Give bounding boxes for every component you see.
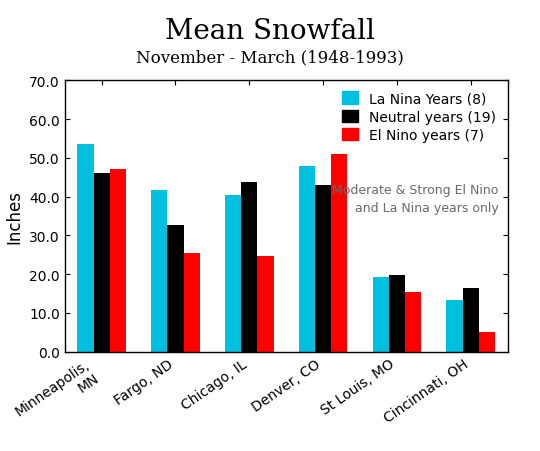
Bar bbox=[77, 145, 93, 352]
Bar bbox=[167, 226, 184, 352]
Y-axis label: Inches: Inches bbox=[5, 189, 24, 244]
Bar bbox=[184, 253, 200, 352]
Bar bbox=[463, 289, 479, 352]
Bar bbox=[479, 332, 495, 352]
Bar bbox=[315, 185, 331, 352]
Bar bbox=[331, 155, 347, 352]
Bar bbox=[405, 293, 421, 352]
Bar bbox=[110, 170, 126, 352]
Bar bbox=[258, 256, 274, 352]
Bar bbox=[93, 174, 110, 352]
Bar bbox=[225, 195, 241, 352]
Bar bbox=[373, 277, 389, 352]
Bar bbox=[447, 300, 463, 352]
Bar bbox=[389, 275, 405, 352]
Bar bbox=[241, 183, 258, 352]
Bar bbox=[151, 190, 167, 352]
Text: Moderate & Strong El Nino
and La Nina years only: Moderate & Strong El Nino and La Nina ye… bbox=[332, 184, 499, 215]
Legend: La Nina Years (8), Neutral years (19), El Nino years (7): La Nina Years (8), Neutral years (19), E… bbox=[338, 88, 501, 147]
Text: Mean Snowfall: Mean Snowfall bbox=[165, 18, 375, 45]
Bar bbox=[299, 166, 315, 352]
Text: November - March (1948-1993): November - March (1948-1993) bbox=[136, 50, 404, 67]
